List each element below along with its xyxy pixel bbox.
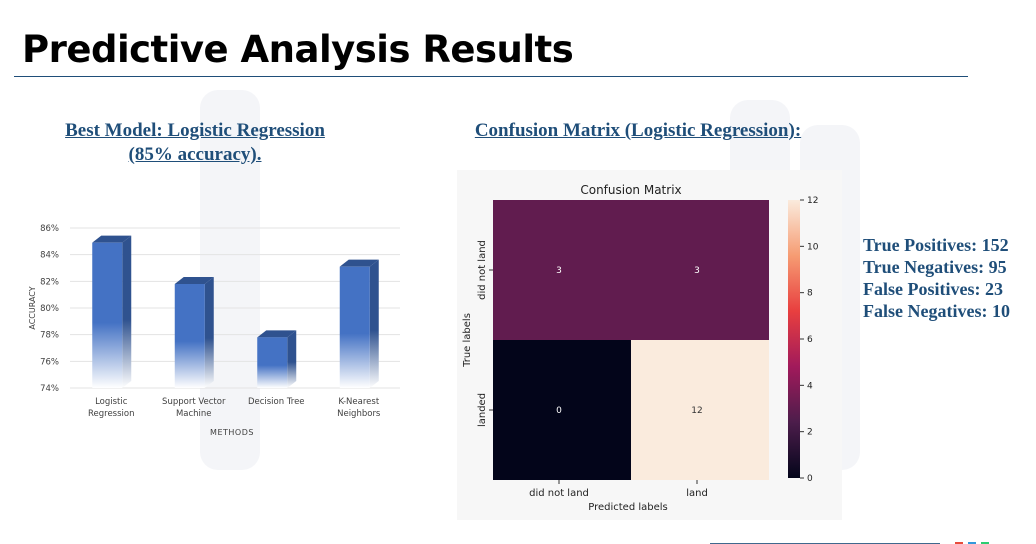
y-category-label: did not land bbox=[477, 240, 488, 300]
bar bbox=[174, 284, 205, 388]
bar-top bbox=[174, 277, 214, 284]
x-axis-label: METHODS bbox=[210, 428, 254, 437]
colorbar-tick-label: 2 bbox=[807, 428, 813, 438]
bar-top bbox=[257, 330, 297, 338]
bar-top bbox=[92, 235, 132, 243]
heatmap-cell bbox=[631, 340, 769, 480]
footer-logo-strip bbox=[710, 536, 1010, 544]
bar-side bbox=[369, 259, 379, 388]
bar-top bbox=[339, 259, 379, 267]
cell-value-label: 12 bbox=[691, 406, 702, 416]
bar bbox=[339, 266, 370, 388]
colorbar-tick-label: 12 bbox=[807, 196, 818, 206]
colorbar-tick-label: 4 bbox=[807, 381, 813, 391]
y-tick-label: 78% bbox=[40, 331, 59, 341]
x-tick-label: Support Vector bbox=[162, 397, 226, 407]
y-tick-label: 80% bbox=[40, 304, 59, 314]
stat-true-positives: True Positives: 152 bbox=[863, 235, 1009, 255]
y-category-label: landed bbox=[477, 393, 488, 427]
confusion-matrix-caption: Confusion Matrix (Logistic Regression): bbox=[474, 120, 802, 141]
colorbar bbox=[788, 200, 800, 478]
heatmap-title: Confusion Matrix bbox=[580, 183, 681, 197]
bar bbox=[92, 242, 123, 388]
y-tick-label: 82% bbox=[40, 277, 59, 287]
heatmap-cell bbox=[493, 200, 631, 340]
page-title: Predictive Analysis Results bbox=[22, 28, 574, 71]
title-divider bbox=[14, 76, 968, 77]
x-tick-label: Decision Tree bbox=[248, 397, 305, 407]
y-tick-label: 76% bbox=[40, 357, 59, 367]
colorbar-tick-label: 8 bbox=[807, 289, 813, 299]
x-category-label: land bbox=[686, 488, 708, 499]
best-model-caption-line1: Best Model: Logistic Regression bbox=[65, 120, 325, 141]
x-axis-label: Predicted labels bbox=[588, 502, 668, 513]
cell-value-label: 3 bbox=[694, 266, 700, 276]
x-tick-label: Regression bbox=[88, 409, 135, 419]
y-tick-label: 86% bbox=[40, 224, 59, 234]
x-tick-label: Neighbors bbox=[337, 409, 381, 419]
stat-false-negatives: False Negatives: 10 bbox=[863, 301, 1010, 321]
bar bbox=[257, 337, 288, 388]
colorbar-tick-label: 10 bbox=[807, 242, 819, 252]
colorbar-tick-label: 0 bbox=[807, 474, 813, 484]
x-tick-label: Logistic bbox=[95, 397, 128, 407]
cell-value-label: 3 bbox=[556, 266, 562, 276]
colorbar-tick-label: 6 bbox=[807, 335, 813, 345]
x-tick-label: K-Nearest bbox=[338, 397, 380, 407]
y-axis-label: ACCURACY bbox=[28, 286, 37, 329]
bar-side bbox=[122, 235, 132, 388]
cell-value-label: 0 bbox=[556, 406, 562, 416]
y-tick-label: 74% bbox=[40, 384, 59, 394]
x-category-label: did not land bbox=[529, 488, 589, 499]
stat-false-positives: False Positives: 23 bbox=[863, 279, 1003, 299]
best-model-caption-line2: (85% accuracy). bbox=[128, 144, 262, 165]
confusion-matrix-heatmap: Confusion Matrix 3 3 0 12 did not land land Pre… bbox=[457, 170, 842, 520]
y-axis-label: True labels bbox=[462, 313, 473, 368]
accuracy-bar-chart: 74% 76% 78% 80% 82% 84% 86% Logistic Regression S… bbox=[28, 224, 400, 437]
heatmap-cell bbox=[631, 200, 769, 340]
bar-side bbox=[204, 277, 214, 388]
bar-side bbox=[287, 330, 297, 388]
y-tick-label: 84% bbox=[40, 251, 59, 261]
x-tick-label: Machine bbox=[176, 409, 212, 419]
stat-true-negatives: True Negatives: 95 bbox=[863, 257, 1007, 277]
stats-list: True Positives: 152 True Negatives: 95 F… bbox=[863, 234, 1010, 322]
best-model-caption: Best Model: Logistic Regression (85% acc… bbox=[40, 119, 350, 167]
heatmap-cell bbox=[493, 340, 631, 480]
